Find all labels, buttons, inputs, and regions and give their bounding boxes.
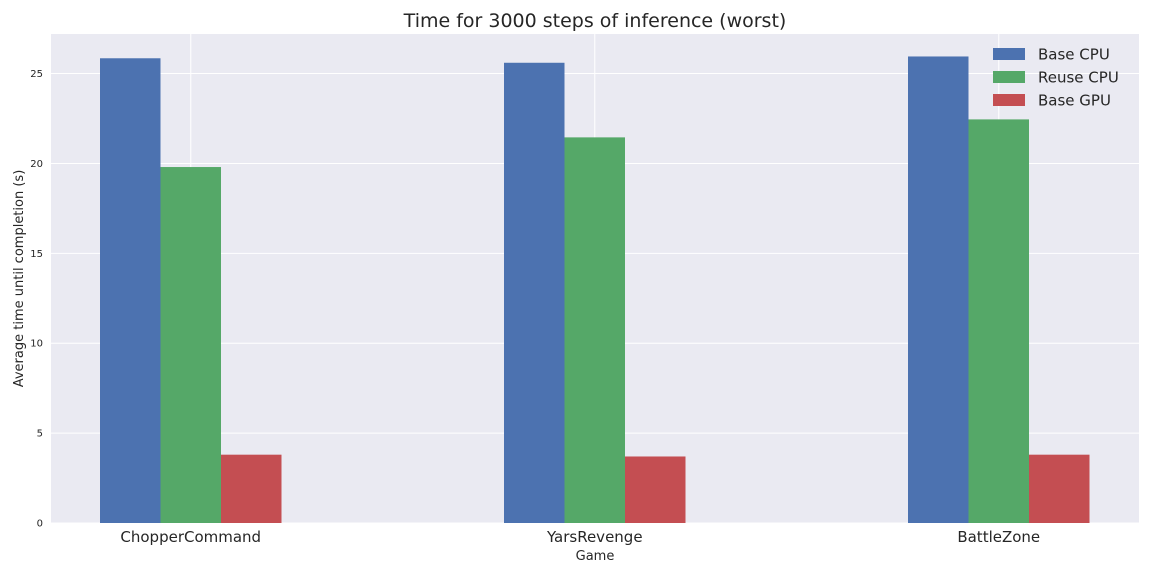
y-tick-label: 15 [30, 249, 43, 260]
legend-label: Reuse CPU [1038, 69, 1119, 87]
bar-base-cpu-yarsrevenge [504, 62, 565, 523]
y-tick-label: 10 [30, 339, 43, 350]
x-tick-label: ChopperCommand [120, 528, 261, 546]
bar-base-cpu-battlezone [908, 56, 969, 524]
legend: Base CPU Reuse CPU Base GPU [993, 46, 1119, 110]
y-tick-label: 25 [30, 69, 43, 80]
x-tick-labels: ChopperCommand YarsRevenge BattleZone [120, 528, 1040, 546]
chart-title: Time for 3000 steps of inference (worst) [403, 10, 787, 32]
legend-label: Base GPU [1038, 92, 1111, 110]
x-tick-label: BattleZone [957, 528, 1040, 546]
y-tick-labels: 0 5 10 15 20 25 [30, 69, 43, 529]
y-axis-label: Average time until completion (s) [12, 170, 27, 388]
bar-reuse-cpu-choppercommand [160, 167, 221, 524]
bars [100, 56, 1090, 524]
bar-base-gpu-choppercommand [221, 454, 282, 523]
legend-swatch [993, 71, 1025, 83]
bar-base-gpu-battlezone [1029, 454, 1090, 523]
legend-swatch [993, 48, 1025, 60]
x-axis-label: Game [576, 549, 615, 564]
bar-reuse-cpu-battlezone [968, 119, 1029, 524]
legend-swatch [993, 94, 1025, 106]
bar-base-cpu-choppercommand [100, 58, 161, 523]
y-tick-label: 5 [37, 429, 43, 440]
bar-reuse-cpu-yarsrevenge [564, 137, 625, 523]
bar-base-gpu-yarsrevenge [625, 456, 686, 523]
x-tick-label: YarsRevenge [546, 528, 643, 546]
legend-label: Base CPU [1038, 46, 1110, 64]
y-tick-label: 20 [30, 159, 43, 170]
y-tick-label: 0 [37, 519, 43, 530]
